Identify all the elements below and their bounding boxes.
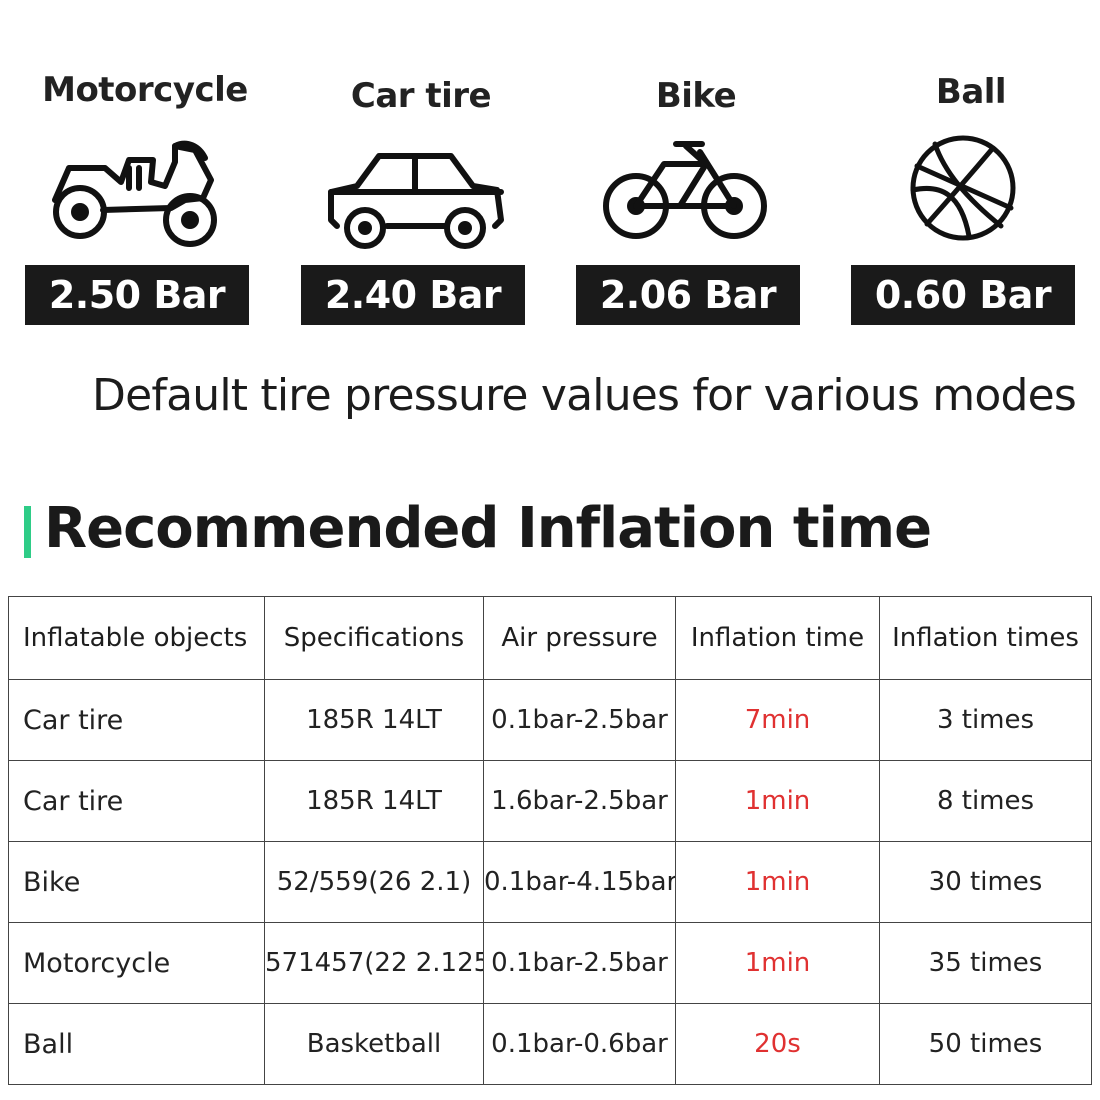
header-inflation-time: Inflation time [675,596,880,680]
table-row: Car tire 185R 14LT 1.6bar-2.5bar 1min 8 … [8,760,1092,842]
spec-cell: Basketball [264,1003,484,1085]
mode-title: Car tire [350,76,492,116]
spec-cell: 52/559(26 2.1) [264,841,484,923]
mode-ball: Ball 0.60 Bar [851,0,1091,330]
table-row: Motorcycle 571457(22 2.125) 0.1bar-2.5ba… [8,922,1092,1004]
times-cell: 50 times [879,1003,1092,1085]
object-cell: Car tire [8,760,265,842]
pressure-badge: 2.06 Bar [576,265,800,325]
object-cell: Ball [8,1003,265,1085]
header-inflation-times: Inflation times [879,596,1092,680]
mode-title: Bike [655,76,737,116]
time-cell: 20s [675,1003,880,1085]
times-cell: 3 times [879,679,1092,761]
table-header-row: Inflatable objects Specifications Air pr… [8,596,1092,680]
pressure-badge: 0.60 Bar [851,265,1075,325]
pressure-cell: 0.1bar-2.5bar [483,922,676,1004]
mode-bike: Bike 2.06 Bar [576,0,816,330]
mode-title: Motorcycle [42,70,248,110]
spec-cell: 185R 14LT [264,760,484,842]
table-row: Ball Basketball 0.1bar-0.6bar 20s 50 tim… [8,1003,1092,1085]
pressure-badge: 2.50 Bar [25,265,249,325]
pressure-badge: 2.40 Bar [301,265,525,325]
inflation-time-table: Inflatable objects Specifications Air pr… [8,596,1092,1085]
times-cell: 35 times [879,922,1092,1004]
section-title: Recommended Inflation time [44,496,932,561]
header-inflatable-objects: Inflatable objects [8,596,265,680]
spec-cell: 185R 14LT [264,679,484,761]
mode-motorcycle: Motorcycle 2.50 Bar [25,0,265,330]
spec-cell: 571457(22 2.125) [264,922,484,1004]
pressure-cell: 0.1bar-0.6bar [483,1003,676,1085]
header-specifications: Specifications [264,596,484,680]
times-cell: 8 times [879,760,1092,842]
pressure-cell: 1.6bar-2.5bar [483,760,676,842]
time-cell: 1min [675,922,880,1004]
object-cell: Motorcycle [8,922,265,1004]
table-row: Bike 52/559(26 2.1) 0.1bar-4.15bar 1min … [8,841,1092,923]
pressure-cell: 0.1bar-2.5bar [483,679,676,761]
motorcycle-icon [25,130,265,250]
times-cell: 30 times [879,841,1092,923]
section-accent-bar [24,506,31,558]
default-pressure-caption: Default tire pressure values for various… [92,370,1077,421]
time-cell: 7min [675,679,880,761]
bicycle-icon [576,130,816,250]
time-cell: 1min [675,760,880,842]
mode-title: Ball [935,72,1007,112]
mode-car-tire: Car tire 2.40 Bar [301,0,541,330]
table-row: Car tire 185R 14LT 0.1bar-2.5bar 7min 3 … [8,679,1092,761]
basketball-icon [851,130,1091,250]
object-cell: Car tire [8,679,265,761]
pressure-cell: 0.1bar-4.15bar [483,841,676,923]
car-icon [301,130,541,250]
header-air-pressure: Air pressure [483,596,676,680]
time-cell: 1min [675,841,880,923]
object-cell: Bike [8,841,265,923]
